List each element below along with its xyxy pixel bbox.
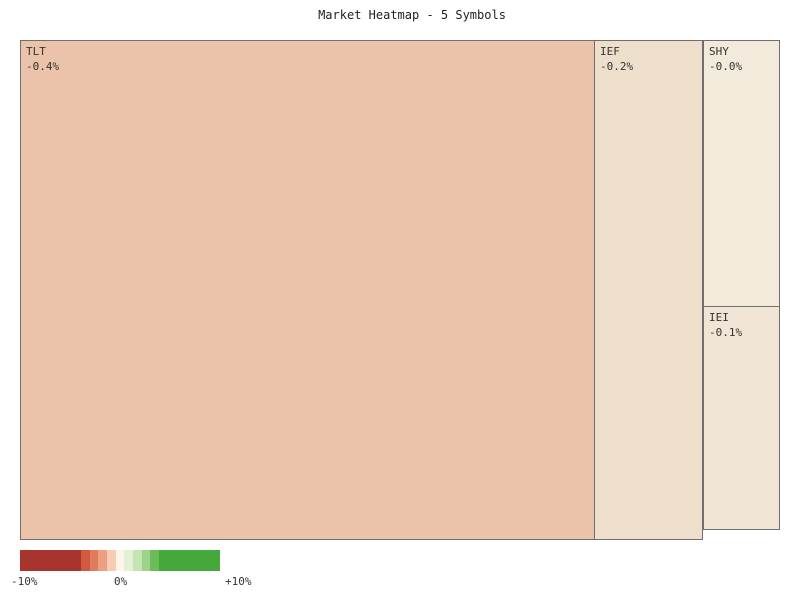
color-scale-swatch [20,550,29,571]
tile-change-label: -0.2% [600,60,634,73]
color-scale-swatch [63,550,73,571]
color-scale-swatch [80,550,90,571]
color-scale-swatch [106,550,116,571]
color-scale-swatch [176,550,186,571]
color-scale-swatch [193,550,203,571]
color-scale-swatch [37,550,47,571]
chart-title: Market Heatmap - 5 Symbols [318,8,506,22]
color-scale-swatch [141,550,151,571]
tile-change-label: -0.1% [709,326,743,339]
color-scale-swatch [211,550,220,571]
color-scale-swatch [132,550,142,571]
color-scale-swatch [46,550,55,571]
color-scale-bar [20,550,220,571]
tile-change-label: -0.0% [709,60,743,73]
tile-symbol-label: TLT [26,45,46,58]
tile-change-label: -0.4% [26,60,60,73]
color-scale-swatch [185,550,194,571]
color-scale-swatch [124,550,133,571]
tile-symbol-label: IEI [709,311,729,324]
color-scale-swatch [115,550,125,571]
color-scale-swatch [89,550,99,571]
tile-symbol-label: IEF [600,45,620,58]
tile-symbol-label: SHY [709,45,729,58]
color-scale-mid-label: 0% [114,575,128,588]
color-scale-swatch [28,550,38,571]
treemap-tile-iei: IEI -0.1% [703,306,780,530]
color-scale-min-label: -10% [11,575,38,588]
treemap-tile-shy: SHY -0.0% [703,40,780,307]
treemap-tile-tlt: TLT -0.4% [20,40,595,540]
color-scale-swatch [98,550,107,571]
color-scale-max-label: +10% [225,575,252,588]
color-scale-swatch [72,550,81,571]
color-scale-swatch [159,550,168,571]
treemap-tile-ief: IEF -0.2% [594,40,703,540]
color-scale-swatch [54,550,64,571]
color-scale-swatch [167,550,177,571]
color-scale-swatch [202,550,212,571]
color-scale-swatch [150,550,159,571]
